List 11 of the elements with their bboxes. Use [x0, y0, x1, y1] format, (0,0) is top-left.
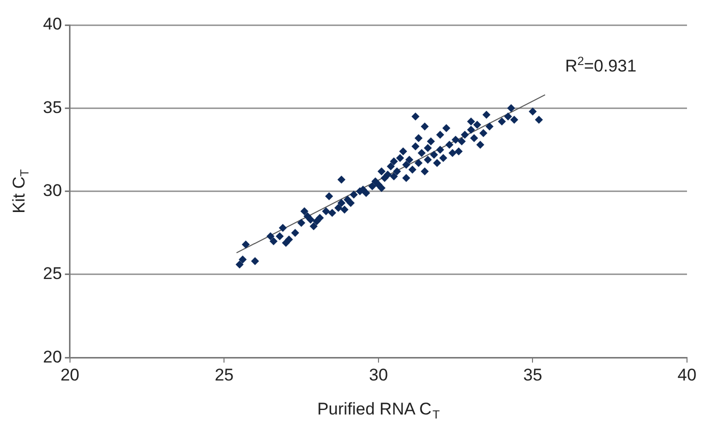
y-tick-label: 35: [42, 98, 62, 117]
y-axis-title: Kit CT: [10, 169, 32, 214]
x-tick-label: 20: [60, 365, 80, 384]
y-tick-label: 40: [42, 14, 62, 34]
x-tick-label: 35: [523, 365, 542, 384]
x-tick-label: 25: [214, 365, 234, 384]
y-tick-label: 30: [42, 180, 62, 200]
x-tick-label: 40: [678, 365, 696, 384]
y-tick-label: 20: [42, 347, 62, 366]
x-tick-label: 30: [368, 365, 388, 384]
y-tick-label: 25: [42, 264, 62, 284]
